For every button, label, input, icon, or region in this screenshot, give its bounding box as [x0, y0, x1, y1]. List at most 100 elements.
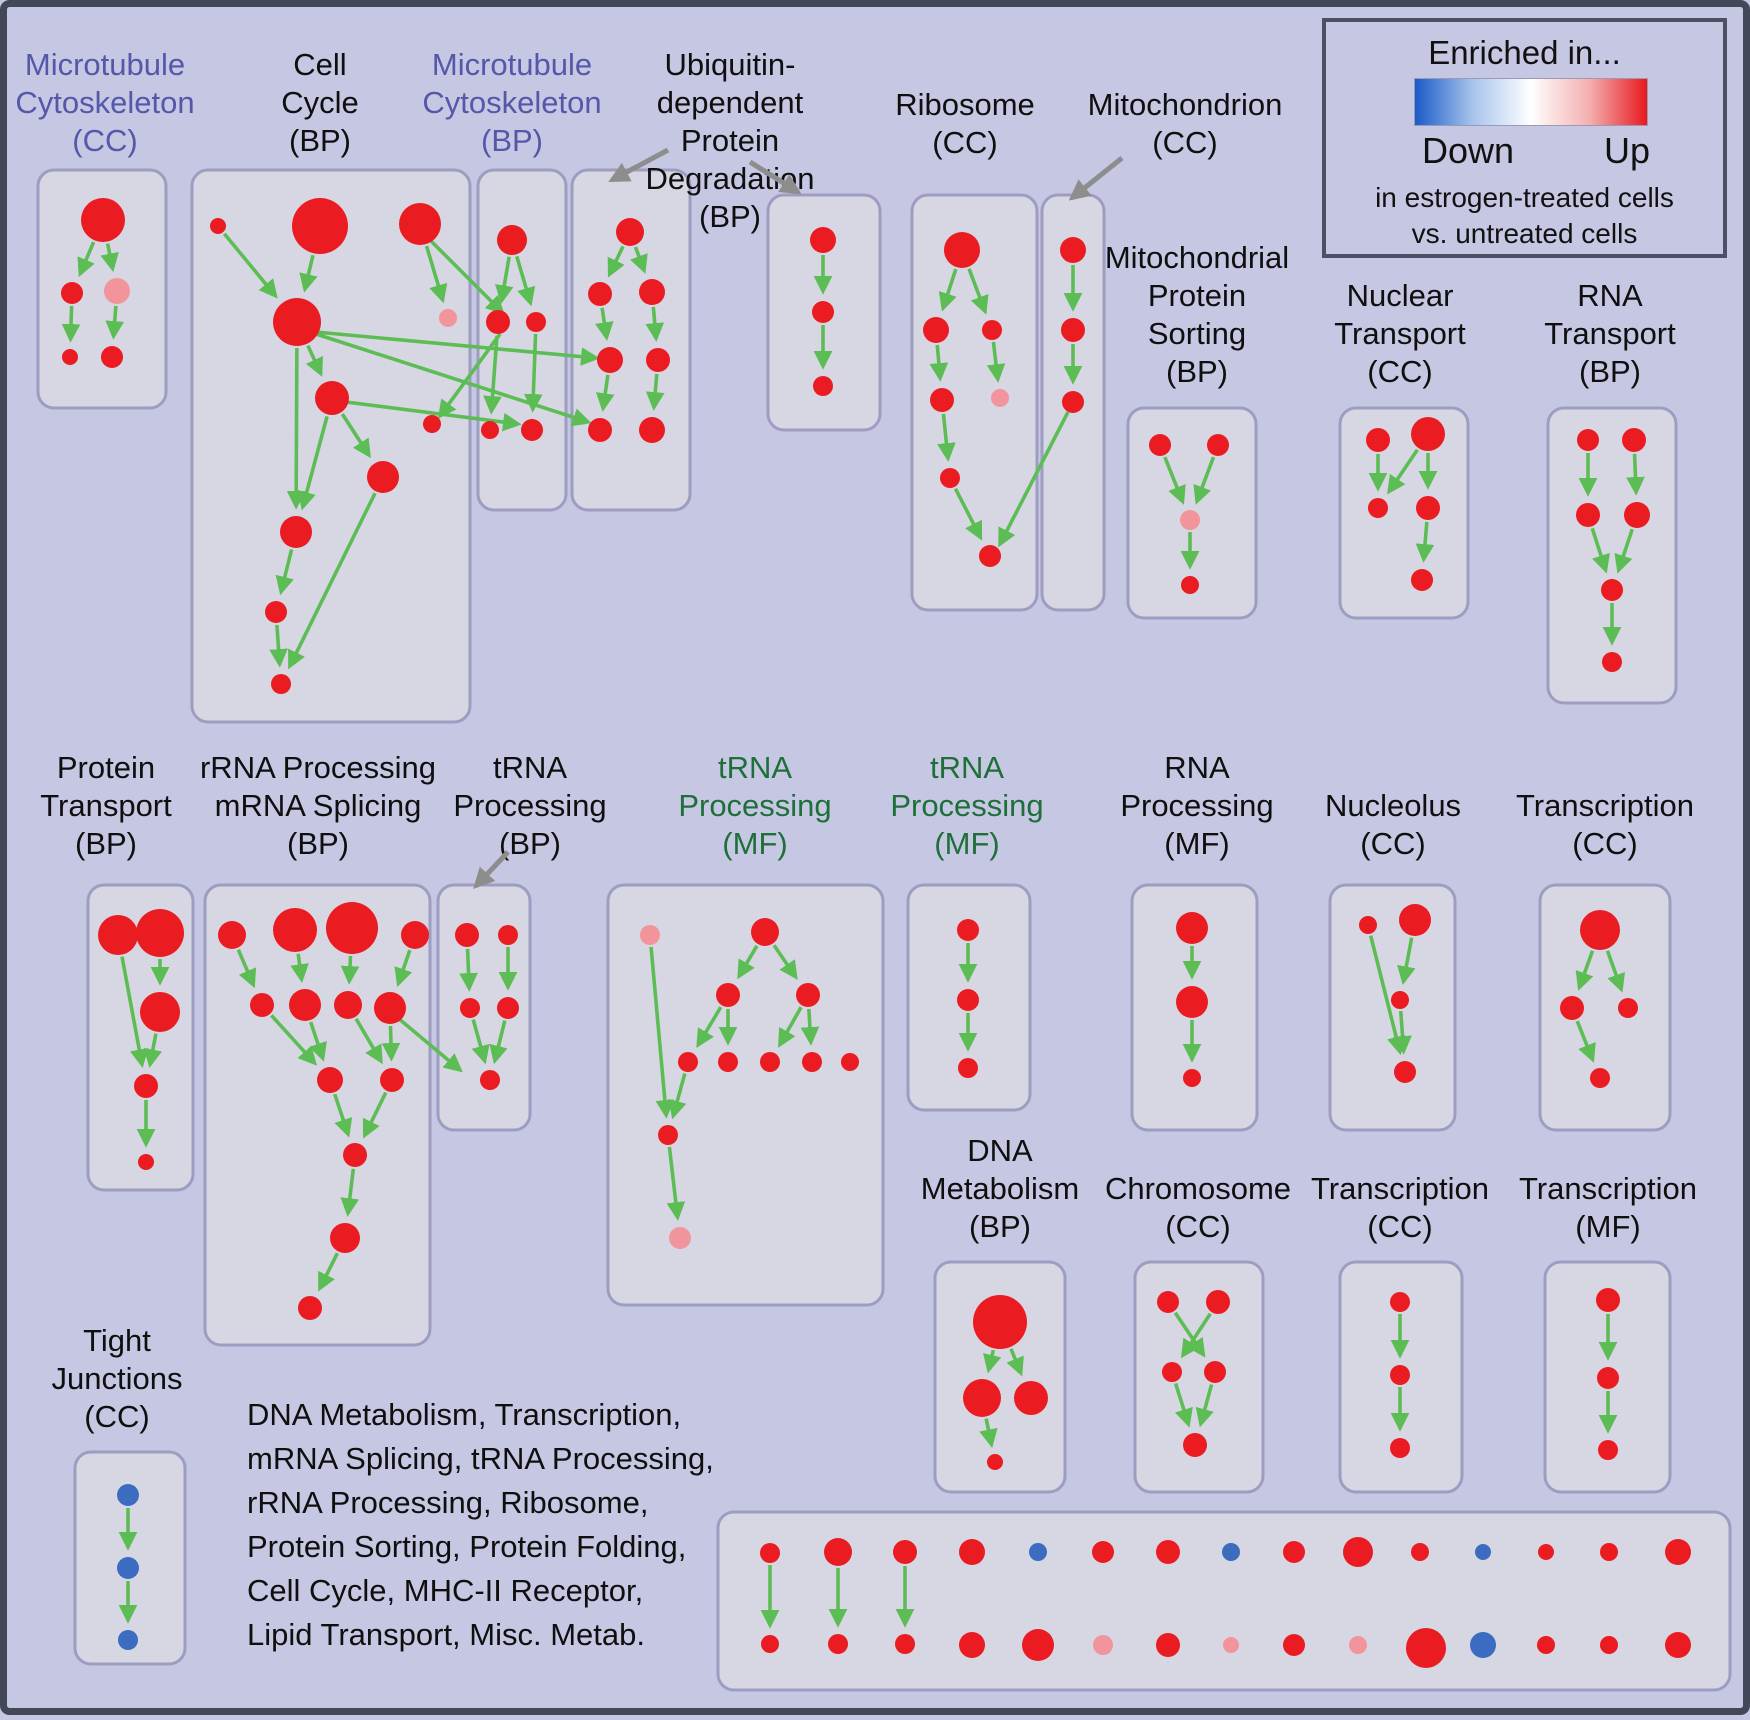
cross-edge-arrow [998, 411, 1070, 548]
edge-arrow-transcription-cc-upper [1575, 950, 1595, 991]
go-term-node [81, 198, 125, 242]
go-term-node [486, 310, 510, 334]
go-term-node [658, 1125, 678, 1145]
go-term-node [973, 1295, 1027, 1349]
go-term-node [526, 312, 546, 332]
cluster-label-protein-transport-bp: Protein Transport (BP) [40, 750, 172, 861]
edge-arrow-ubiquitin-bp-left [630, 246, 648, 274]
edge-arrow-transcription-cc-upper [1575, 1020, 1596, 1063]
go-term-node [1624, 502, 1650, 528]
cross-edge-arrow [426, 236, 505, 315]
edge-arrow-rrna-mrna-bp [290, 953, 309, 983]
go-term-node [1475, 1544, 1491, 1560]
go-term-node [1602, 652, 1622, 672]
go-term-node [1093, 1635, 1113, 1655]
go-term-node [718, 1052, 738, 1072]
edge-arrow-rna-transport-bp [1590, 527, 1610, 574]
go-term-node [455, 923, 479, 947]
edge-arrow-protein-transport-bp [120, 956, 149, 1069]
go-term-node [957, 919, 979, 941]
edge-arrow-cell-cycle-bp [424, 245, 448, 304]
cluster-box-nuclear-transport-cc [1338, 406, 1470, 620]
go-term-node [1416, 496, 1440, 520]
edge-arrow-microtubule-bp [515, 255, 536, 307]
cross-edge-arrow [437, 332, 502, 420]
go-term-node [497, 225, 527, 255]
cluster-label-rrna-mrna-bp: rRNA Processing mRNA Splicing (BP) [200, 750, 436, 861]
go-term-node [1207, 434, 1229, 456]
go-term-node [1062, 391, 1084, 413]
go-term-node [265, 601, 287, 623]
edge-arrow-rrna-mrna-bp [381, 1025, 401, 1062]
go-term-node [521, 419, 543, 441]
edge-arrow-nucleolus-cc [1393, 1010, 1412, 1055]
go-term-node [813, 376, 833, 396]
go-term-node [1156, 1633, 1180, 1657]
go-term-node [760, 1052, 780, 1072]
edge-arrow-trna-processing-mf-1 [666, 1146, 686, 1221]
go-term-node [810, 227, 836, 253]
edge-arrow-rrna-mrna-bp [333, 1093, 353, 1138]
cluster-label-tight-junctions-cc: Tight Junctions (CC) [52, 1323, 183, 1434]
go-term-node [1180, 510, 1200, 530]
edge-arrow-trna-processing-mf-1 [778, 1006, 803, 1048]
go-term-node [117, 1557, 139, 1579]
edge-arrow-chromosome-cc [1173, 1382, 1193, 1428]
cluster-label-cell-cycle-bp: Cell Cycle (BP) [281, 47, 359, 158]
go-term-node [639, 417, 665, 443]
go-term-node [796, 983, 820, 1007]
go-term-node [1394, 1061, 1416, 1083]
cross-edge-arrow [315, 332, 592, 427]
edge-arrow-nucleolus-cc [1397, 937, 1416, 986]
cluster-box-transcription-cc-upper [1538, 883, 1672, 1132]
edge-arrow-ribosome-cc [967, 268, 989, 315]
go-term-node [134, 1074, 158, 1098]
go-term-node [104, 278, 130, 304]
go-term-node [1204, 1361, 1226, 1383]
go-term-node [367, 461, 399, 493]
go-term-node [1577, 429, 1599, 451]
edge-arrow-mito-protein-sorting-bp [1163, 456, 1186, 505]
edge-arrow-rrna-mrna-bp [362, 1091, 388, 1139]
cluster-label-nuclear-transport-cc: Nuclear Transport (CC) [1334, 278, 1466, 389]
cluster-box-mixed-bottom [716, 1510, 1732, 1692]
go-term-node [1391, 991, 1409, 1009]
go-term-node [460, 998, 480, 1018]
go-term-node [1411, 417, 1445, 451]
go-term-node [1014, 1381, 1048, 1415]
edge-arrow-rrna-mrna-bp [236, 948, 257, 989]
go-term-node [895, 1634, 915, 1654]
edge-arrow-cell-cycle-bp [288, 492, 377, 670]
go-term-node [828, 1634, 848, 1654]
go-term-node [812, 301, 834, 323]
go-term-node [640, 925, 660, 945]
go-term-node [1162, 1362, 1182, 1382]
go-term-node [298, 1296, 322, 1320]
edge-arrow-ribosome-cc [953, 487, 983, 541]
go-term-node [957, 989, 979, 1011]
cluster-label-microtubule-cc: Microtubule Cytoskeleton (CC) [15, 47, 194, 158]
go-term-node [1283, 1541, 1305, 1563]
edge-arrow-microtubule-bp [494, 256, 514, 305]
cluster-label-transcription-cc-lower: Transcription (CC) [1311, 1171, 1489, 1244]
go-term-node [1470, 1632, 1496, 1658]
edge-arrow-cell-cycle-bp [269, 624, 288, 668]
go-term-node [1181, 576, 1199, 594]
cluster-box-nucleolus-cc [1328, 883, 1457, 1132]
go-term-node [117, 1484, 139, 1506]
edge-arrow-cell-cycle-bp [305, 344, 323, 377]
go-term-node [498, 925, 518, 945]
edge-arrow-microtubule-cc [100, 243, 119, 273]
go-term-node [824, 1538, 852, 1566]
go-term-node [326, 902, 378, 954]
go-term-node [958, 1058, 978, 1078]
edge-arrow-trna-processing-mf-1 [649, 946, 675, 1119]
cross-edge-arrow [345, 400, 522, 432]
go-term-node [1176, 986, 1208, 1018]
edge-arrow-rrna-mrna-bp [354, 1017, 383, 1065]
go-term-node [140, 992, 180, 1032]
go-term-node [1665, 1632, 1691, 1658]
edge-arrow-chromosome-cc [1180, 1312, 1212, 1359]
go-term-node [62, 349, 78, 365]
go-term-node [1618, 998, 1638, 1018]
